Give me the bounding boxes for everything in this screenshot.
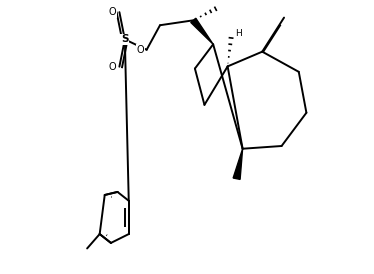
Polygon shape	[233, 149, 243, 179]
Text: S: S	[121, 35, 129, 44]
Polygon shape	[191, 18, 213, 44]
Text: H: H	[235, 29, 242, 38]
Text: O: O	[109, 7, 116, 17]
Text: O: O	[137, 45, 144, 55]
Text: O: O	[109, 62, 116, 72]
